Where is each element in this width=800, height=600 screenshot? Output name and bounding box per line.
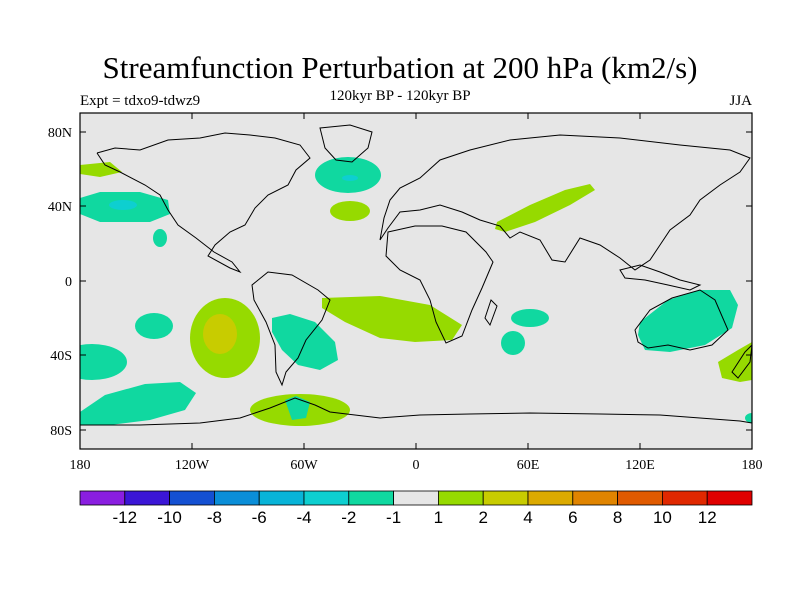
map-title: Streamfunction Perturbation at 200 hPa (… — [102, 50, 698, 85]
colorbar-box — [169, 490, 215, 506]
y-tick-label: 80S — [50, 424, 72, 439]
contour-positive-region — [322, 296, 462, 342]
coastline-new-zealand — [731, 344, 752, 379]
coastline-eurasia — [379, 134, 751, 271]
coastline-greenland — [319, 124, 373, 163]
colorbar-label: -2 — [341, 508, 356, 527]
contour-negative-core — [342, 175, 358, 181]
contour-negative-region — [80, 344, 127, 380]
colorbar-label: 1 — [434, 508, 443, 527]
x-tick-label: 120W — [175, 458, 210, 473]
contour-positive-region — [495, 184, 595, 232]
contour-positive-region — [330, 201, 370, 221]
y-axis-ticks — [80, 131, 752, 431]
colorbar-box — [258, 490, 305, 506]
x-axis-ticks — [79, 113, 753, 449]
colorbar-box — [124, 490, 171, 506]
colorbar-box — [527, 490, 574, 506]
colorbar-label: -6 — [252, 508, 267, 527]
colorbar-box — [617, 490, 663, 506]
colorbar-label: -10 — [157, 508, 182, 527]
y-axis-labels: 80N 40N 0 40S 80S — [48, 126, 72, 439]
map-subtitle: 120kyr BP - 120kyr BP — [329, 88, 471, 104]
y-tick-label: 40S — [50, 349, 72, 364]
colorbar-box — [213, 490, 260, 506]
x-axis-labels: 180 120W 60W 0 60E 120E 180 — [70, 458, 763, 473]
colorbar-label: 2 — [478, 508, 487, 527]
colorbar-label: 10 — [653, 508, 672, 527]
colorbar-boxes — [79, 490, 753, 506]
season-label: JJA — [729, 93, 752, 109]
colorbar-box — [79, 490, 126, 506]
colorbar: -12 -10 -8 -6 -4 -2 -1 1 2 4 6 8 10 12 — [79, 490, 753, 527]
experiment-label: Expt = tdxo9-tdwz9 — [80, 93, 201, 109]
contour-negative-region — [135, 313, 173, 339]
colorbar-label: 4 — [523, 508, 532, 527]
contour-positive-region — [80, 162, 122, 177]
colorbar-label: 8 — [613, 508, 622, 527]
colorbar-label: -12 — [113, 508, 138, 527]
colorbar-box — [482, 490, 529, 506]
colorbar-box — [348, 490, 394, 506]
colorbar-label: 12 — [698, 508, 717, 527]
x-tick-label: 60W — [290, 458, 318, 473]
colorbar-box — [706, 490, 753, 506]
colorbar-box — [572, 490, 618, 506]
contour-negative-region — [501, 331, 525, 355]
contour-negative-region — [745, 413, 752, 423]
contour-fills — [80, 157, 752, 426]
coastline-antarctica — [80, 397, 752, 426]
contour-negative-region — [315, 157, 381, 193]
x-tick-label: 120E — [625, 458, 655, 473]
colorbar-label: 6 — [568, 508, 577, 527]
coastline-south-america — [251, 271, 331, 387]
colorbar-box — [437, 490, 484, 506]
contour-negative-core — [109, 200, 137, 210]
colorbar-label: -4 — [296, 508, 311, 527]
x-tick-label: 0 — [413, 458, 420, 473]
x-tick-label: 180 — [742, 458, 763, 473]
y-tick-label: 80N — [48, 126, 72, 141]
coastline-australia — [634, 289, 729, 351]
x-tick-label: 60E — [517, 458, 540, 473]
x-tick-label: 180 — [70, 458, 91, 473]
colorbar-label: -8 — [207, 508, 222, 527]
contour-positive-core — [203, 314, 237, 354]
contour-negative-region — [511, 309, 549, 327]
colorbar-box — [303, 490, 350, 506]
colorbar-label: -1 — [386, 508, 401, 527]
coastlines — [80, 124, 752, 426]
coastline-africa — [385, 225, 494, 344]
contour-negative-region — [80, 382, 196, 425]
coastline-maritime-continent — [619, 264, 702, 291]
contour-positive-region — [718, 342, 752, 382]
coastline-north-america — [96, 132, 311, 274]
contour-negative-region — [285, 396, 310, 420]
coastline-madagascar — [484, 299, 498, 327]
y-tick-label: 40N — [48, 200, 72, 215]
y-tick-label: 0 — [65, 275, 72, 290]
colorbar-labels: -12 -10 -8 -6 -4 -2 -1 1 2 4 6 8 10 12 — [113, 508, 717, 527]
colorbar-box — [393, 490, 439, 506]
contour-negative-region — [638, 290, 738, 352]
colorbar-box — [662, 490, 708, 506]
contour-negative-region — [153, 229, 167, 247]
